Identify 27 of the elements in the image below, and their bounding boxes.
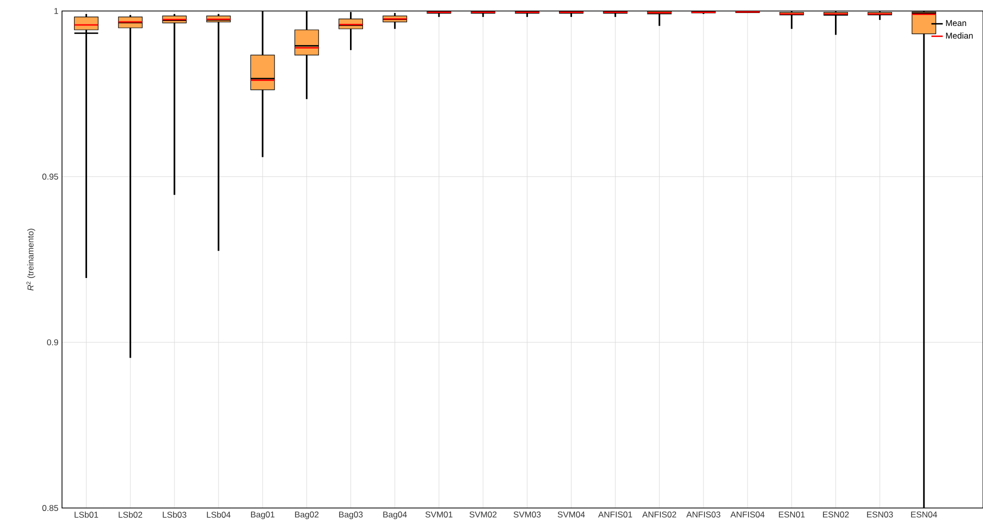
y-tick-label: 0.9: [47, 339, 58, 346]
x-tick-label: LSb03: [162, 512, 186, 518]
x-tick-label: ESN03: [867, 512, 893, 518]
y-tick-label: 0.95: [42, 174, 58, 180]
x-tick-label: LSb02: [118, 512, 142, 518]
x-tick-label: ANFIS02: [642, 512, 676, 518]
x-tick-label: ANFIS04: [730, 512, 765, 518]
x-tick-label: SVM03: [514, 512, 541, 518]
legend-label: Median: [946, 32, 973, 39]
x-tick-label: SVM01: [425, 512, 452, 518]
x-tick-label: ANFIS01: [598, 512, 632, 518]
x-tick-label: Bag01: [251, 512, 274, 520]
x-tick-label: SVM02: [470, 512, 497, 518]
x-tick-label: LSb04: [206, 512, 231, 518]
x-tick-label: Bag03: [339, 512, 363, 520]
x-tick-label: ESN04: [911, 512, 938, 518]
x-tick-label: SVM04: [558, 512, 585, 518]
y-tick-label: 0.85: [42, 504, 58, 511]
y-axis-title: R$^{2}$ (treinamento): [26, 228, 36, 291]
x-tick-label: ESN01: [778, 512, 805, 518]
x-tick-label: ANFIS03: [686, 512, 720, 518]
y-tick-label: 1: [54, 8, 58, 14]
legend-label: Mean: [946, 20, 966, 26]
x-tick-label: Bag04: [383, 512, 407, 520]
x-tick-label: LSb01: [74, 512, 98, 518]
x-tick-label: ESN02: [823, 512, 849, 518]
x-tick-label: Bag02: [295, 512, 319, 520]
